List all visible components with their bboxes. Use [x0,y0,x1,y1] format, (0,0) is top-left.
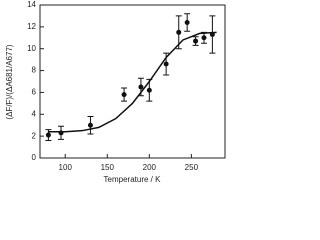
plot-frame [39,4,226,159]
data-point [184,19,190,25]
data-point [58,130,64,136]
data-point [209,32,215,38]
data-point [87,122,93,128]
y-tick-label: 12 [27,22,36,31]
y-tick-label: 0 [32,153,37,162]
x-tick-label: 100 [59,163,73,172]
data-point [146,87,152,93]
y-tick-label: 6 [32,88,37,97]
data-point [201,35,207,41]
data-point [193,38,199,44]
chart: Temperature / K (ΔF/F)/(ΔA681/A677) 0 2 4 6… [5,0,226,184]
data-point [138,84,144,90]
fit-curve [48,31,217,133]
y-tick-label: 10 [27,44,36,53]
y-axis-label: (ΔF/F)/(ΔA681/A677) [5,44,14,119]
y-tick-label: 2 [32,131,37,140]
data-point [176,29,182,35]
x-tick-label: 150 [101,163,115,172]
data-point [121,92,127,98]
data-point [163,61,169,67]
x-tick-label: 250 [185,163,199,172]
y-tick-label: 14 [27,0,36,9]
y-tick-label: 8 [32,66,37,75]
data-point [45,132,51,138]
x-tick-label: 200 [143,163,157,172]
x-axis-label: Temperature / K [104,175,162,184]
y-tick-label: 4 [32,109,37,118]
